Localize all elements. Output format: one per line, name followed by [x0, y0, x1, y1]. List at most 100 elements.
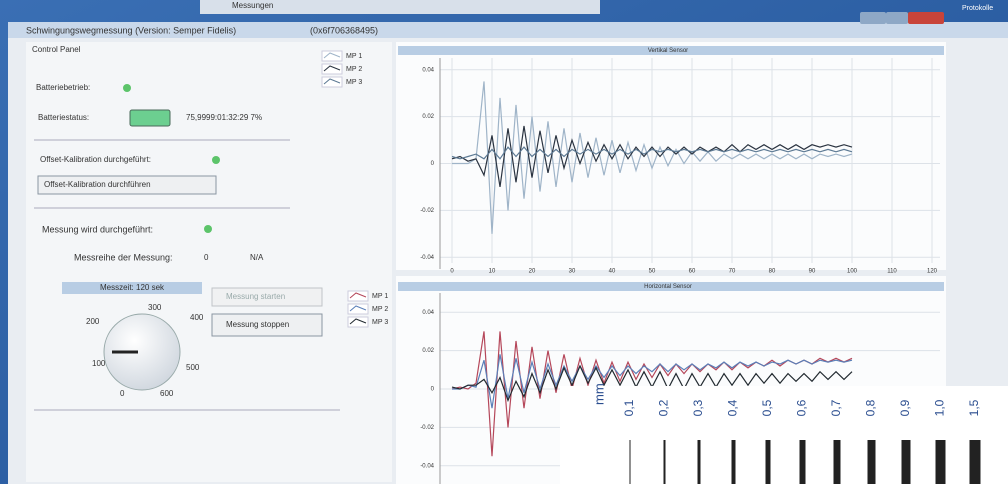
legend-box: [321, 50, 343, 62]
ruler-bar: [765, 440, 771, 484]
legend-swatch: [323, 78, 341, 85]
x-tick-label: 70: [729, 269, 736, 275]
offset-button[interactable]: [37, 175, 217, 195]
ruler-bar: [867, 440, 876, 484]
ruler-bar: [629, 440, 631, 484]
offset-button-label: Offset-Kalibration durchführen: [44, 180, 151, 189]
dial-label: 200: [86, 317, 100, 326]
ruler-label: 0,8: [864, 399, 878, 416]
start-button-label: Messung starten: [226, 292, 285, 301]
y-tick-label: 0.02: [422, 114, 434, 120]
measuring-led: [204, 225, 212, 233]
y-tick-label: 0.02: [422, 348, 434, 354]
ruler-label: 1,0: [933, 399, 947, 416]
panel-title: Control Panel: [32, 45, 81, 54]
series-label: Messreihe der Messung:: [74, 252, 173, 262]
stop-button[interactable]: [211, 313, 323, 337]
series-value: 0: [204, 253, 209, 262]
maximize-button[interactable]: [886, 12, 908, 24]
x-tick-label: 30: [569, 269, 576, 275]
x-tick-label: 90: [809, 269, 816, 275]
legend-label: MP 3: [372, 319, 388, 326]
x-tick-label: 110: [887, 269, 897, 275]
y-tick-label: -0.02: [420, 425, 434, 431]
y-tick-label: -0.02: [420, 208, 434, 214]
stop-button-label: Messung stoppen: [226, 320, 289, 329]
ruler-label: 0,7: [829, 399, 843, 416]
dial[interactable]: [103, 313, 181, 391]
charts: Vertikal Sensor 0.04 0.02 0 -0.02 -0.04 0 10 20 3…: [321, 46, 944, 484]
series-line: [452, 81, 853, 234]
offset-label: Offset-Kalibration durchgeführt:: [40, 155, 151, 164]
title-bar: [8, 22, 1008, 38]
series-status: N/A: [250, 253, 264, 262]
back-window-label: Messungen: [232, 1, 273, 10]
measuring-label: Messung wird durchgeführt:: [42, 224, 153, 234]
minimize-button[interactable]: [860, 12, 886, 24]
x-tick-label: 60: [689, 269, 696, 275]
time-header-label: Messzeit: 120 sek: [100, 283, 165, 292]
ruler-label: 0,6: [795, 399, 809, 416]
ruler-bar: [663, 440, 666, 484]
x-tick-label: 80: [769, 269, 776, 275]
close-button[interactable]: [908, 12, 944, 24]
legend-box: [321, 76, 343, 88]
legend-label: MP 1: [372, 293, 388, 300]
dial-label: 0: [120, 389, 125, 398]
ruler-label: 1,5: [967, 399, 981, 416]
y-tick-label: 0: [431, 161, 435, 167]
legend-label: MP 2: [372, 306, 388, 313]
dial-label: 300: [148, 303, 162, 312]
ruler-label: 0,5: [760, 399, 774, 416]
y-tick-label: -0.04: [420, 255, 434, 261]
start-button[interactable]: [211, 287, 323, 307]
legend-box: [347, 303, 369, 315]
x-tick-label: 120: [927, 269, 938, 275]
ruler-bar: [697, 440, 701, 484]
y-tick-label: -0.04: [420, 463, 434, 469]
chart-title-bar: [398, 46, 944, 55]
ruler-bar: [901, 440, 911, 484]
legend-label: MP 2: [346, 66, 362, 73]
ruler-bar: [731, 440, 736, 484]
battery-bar: [129, 109, 171, 127]
back-window: [200, 0, 600, 14]
legend-box: [321, 63, 343, 75]
y-tick-label: 0.04: [422, 67, 434, 73]
battery-value: 75,9999:01:32:29 7%: [186, 113, 262, 122]
dial-label: 500: [186, 363, 200, 372]
battery-status-label: Batteriestatus:: [38, 113, 89, 122]
x-tick-label: 50: [649, 269, 656, 275]
legend-swatch: [349, 318, 367, 325]
legend-swatch: [323, 65, 341, 72]
ruler-label: 0,1: [622, 399, 636, 416]
control-panel: [26, 42, 392, 482]
battery-mode-label: Batteriebetrieb:: [36, 83, 90, 92]
dial-label: 100: [92, 359, 106, 368]
series-line: [451, 331, 853, 457]
legend-box: [347, 290, 369, 302]
series-line: [451, 146, 853, 160]
legend-box: [347, 316, 369, 328]
chart-title: Vertikal Sensor: [648, 48, 688, 54]
ruler-bar: [833, 440, 841, 484]
desktop-label: Protokolle: [962, 5, 993, 12]
window-id: (0x6f706368495): [310, 25, 378, 35]
legend-label: MP 3: [346, 79, 362, 86]
dial-label: 400: [190, 313, 204, 322]
legend-swatch: [349, 305, 367, 312]
ruler-card: [560, 386, 1008, 484]
chart-title: Horizontal Sensor: [644, 284, 692, 290]
legend-swatch: [349, 292, 367, 299]
series-line: [451, 125, 853, 187]
x-tick-label: 10: [489, 269, 496, 275]
chart-title-bar: [398, 282, 944, 291]
battery-led: [123, 84, 131, 92]
offset-led: [212, 156, 220, 164]
ruler-bar: [799, 440, 806, 484]
ruler-label: 0,9: [898, 399, 912, 416]
ruler-unit: mm: [591, 383, 606, 405]
ruler-label: 0,2: [657, 399, 671, 416]
x-tick-label: 100: [847, 269, 858, 275]
